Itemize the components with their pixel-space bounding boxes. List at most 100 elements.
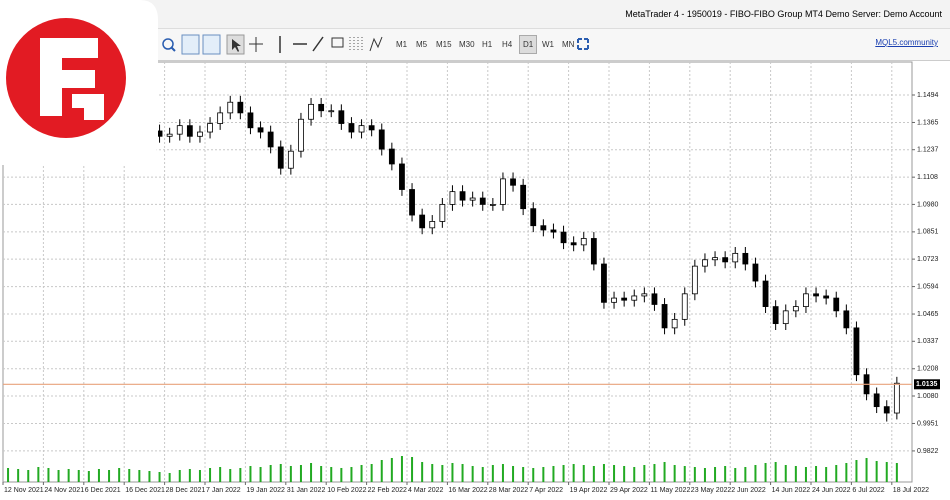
- candle-body: [308, 103, 314, 120]
- candle-body: [792, 306, 799, 312]
- timeframe-button[interactable]: M1: [396, 40, 408, 49]
- volume-bar: [471, 466, 474, 482]
- volume-bar: [128, 469, 131, 482]
- volume-bar: [390, 458, 393, 482]
- volume-bar: [592, 466, 595, 482]
- candle-body: [267, 131, 274, 148]
- candle-body: [186, 125, 193, 137]
- volume-bar: [77, 470, 80, 482]
- candle-body: [237, 101, 244, 114]
- candle-body: [368, 125, 375, 131]
- candle-body: [732, 252, 739, 263]
- y-tick-label: 1.1237: [917, 147, 939, 154]
- volume-bar: [17, 469, 20, 482]
- candle-body: [469, 197, 476, 201]
- x-tick-label: 16 Mar 2022: [448, 487, 487, 494]
- candle-body: [782, 310, 789, 325]
- candle-body: [712, 257, 718, 261]
- candle-body: [197, 131, 203, 137]
- volume-bar: [885, 462, 888, 482]
- volume-bar: [643, 465, 646, 482]
- fullscreen-icon[interactable]: [577, 38, 589, 50]
- volume-bar: [582, 465, 585, 482]
- timeframe-button[interactable]: MN: [562, 40, 575, 49]
- volume-bar: [774, 462, 777, 482]
- y-tick-label: 1.0594: [917, 283, 939, 290]
- candle-body: [833, 297, 840, 312]
- window-title: MetaTrader 4 - 1950019 - FIBO-FIBO Group…: [625, 9, 942, 19]
- candle-body: [873, 393, 880, 408]
- candle-body: [813, 293, 819, 297]
- candle-body: [893, 382, 900, 414]
- volume-bar: [239, 468, 242, 482]
- volume-bar: [714, 467, 717, 482]
- toolbar-icons: [162, 34, 383, 55]
- candle-body: [580, 238, 587, 246]
- volume-bar: [148, 471, 151, 482]
- volume-bar: [188, 469, 191, 482]
- candle-body: [883, 406, 890, 414]
- volume-bar: [815, 466, 818, 482]
- volume-bar: [138, 470, 141, 482]
- timeframe-button[interactable]: M15: [436, 40, 452, 49]
- volume-bar: [310, 463, 313, 482]
- x-tick-label: 31 Jan 2022: [287, 487, 326, 494]
- volume-bar: [572, 464, 575, 482]
- timeframe-button[interactable]: H4: [502, 40, 513, 49]
- volume-bar: [754, 465, 757, 482]
- candle-body: [641, 293, 648, 297]
- candle-body: [217, 112, 224, 124]
- x-tick-label: 6 Dec 2021: [85, 487, 121, 494]
- candle-body: [742, 252, 749, 265]
- candle-body: [166, 133, 173, 137]
- volume-bar: [229, 469, 232, 482]
- candle-body: [388, 148, 395, 165]
- volume-bar: [895, 463, 898, 482]
- timeframe-button[interactable]: M30: [459, 40, 475, 49]
- candle-body: [762, 280, 769, 307]
- timeframe-button[interactable]: D1: [519, 35, 538, 54]
- x-tick-label: 14 Jun 2022: [772, 487, 811, 494]
- volume-bar: [289, 466, 292, 482]
- x-tick-label: 10 Feb 2022: [327, 487, 366, 494]
- candle-body: [429, 221, 436, 229]
- volume-bar: [491, 465, 494, 482]
- volume-bar: [360, 465, 363, 482]
- x-tick-label: 4 Mar 2022: [408, 487, 444, 494]
- candle-body: [479, 197, 486, 205]
- volume-bar: [441, 465, 444, 482]
- candle-body: [520, 184, 527, 210]
- volume-bar: [320, 466, 323, 482]
- volume-bar: [663, 462, 666, 482]
- community-link[interactable]: MQL5.community: [875, 38, 938, 47]
- candle-body: [459, 191, 466, 201]
- volume-bar: [431, 464, 434, 482]
- candle-body: [823, 295, 830, 299]
- candle-body: [510, 178, 516, 186]
- x-tick-label: 12 Nov 2021: [4, 487, 44, 494]
- x-tick-label: 7 Jan 2022: [206, 487, 241, 494]
- volume-bar: [512, 466, 515, 482]
- timeframe-button[interactable]: W1: [542, 40, 554, 49]
- x-tick-label: 18 Jul 2022: [893, 487, 929, 494]
- volume-bar: [522, 467, 525, 482]
- timeframe-button[interactable]: H1: [482, 40, 493, 49]
- volume-bar: [7, 468, 10, 482]
- volume-bar: [411, 457, 414, 482]
- candle-body: [358, 125, 365, 133]
- candle-body: [399, 163, 405, 190]
- candle-body: [752, 263, 759, 282]
- volume-bar: [613, 465, 616, 482]
- volume-bar: [855, 460, 858, 482]
- candle-body: [803, 293, 809, 307]
- timeframe-button[interactable]: M5: [416, 40, 428, 49]
- volume-bar: [421, 462, 424, 482]
- volume-bar: [67, 469, 70, 482]
- volume-bar: [461, 464, 464, 482]
- candle-body: [772, 306, 779, 325]
- candle-body: [338, 110, 345, 124]
- volume-bar: [794, 466, 797, 482]
- candle-body: [540, 225, 547, 231]
- x-tick-label: 24 Nov 2021: [44, 487, 84, 494]
